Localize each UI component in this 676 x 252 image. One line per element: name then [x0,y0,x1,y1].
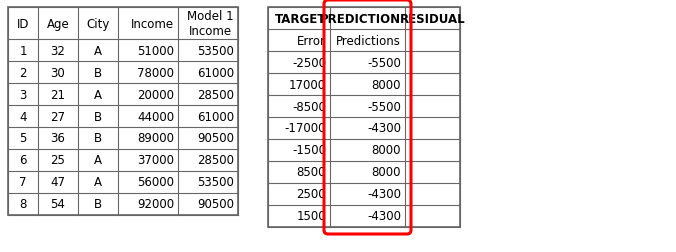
Text: -8500: -8500 [292,100,326,113]
Text: 2500: 2500 [296,188,326,201]
Text: 4: 4 [19,110,27,123]
Text: 28500: 28500 [197,88,234,101]
Text: 36: 36 [51,132,66,145]
Text: 28500: 28500 [197,154,234,167]
Text: 30: 30 [51,66,66,79]
Text: -4300: -4300 [367,122,401,135]
Text: A: A [94,88,102,101]
Text: 25: 25 [51,154,66,167]
Text: 78000: 78000 [137,66,174,79]
Text: 90500: 90500 [197,132,234,145]
Text: 5: 5 [20,132,26,145]
Text: -2500: -2500 [292,56,326,69]
Text: 8500: 8500 [297,166,326,179]
Text: B: B [94,132,102,145]
Text: B: B [94,110,102,123]
Text: 27: 27 [51,110,66,123]
Text: Predictions: Predictions [336,34,401,47]
Text: PREDICTION: PREDICTION [320,12,401,25]
Text: A: A [94,176,102,189]
Text: 6: 6 [19,154,27,167]
Text: -4300: -4300 [367,210,401,223]
Text: -1500: -1500 [292,144,326,157]
Text: Error: Error [297,34,326,47]
Text: 92000: 92000 [137,198,174,211]
Text: -5500: -5500 [367,56,401,69]
Text: 2: 2 [19,66,27,79]
Text: 8: 8 [20,198,26,211]
Text: TARGET: TARGET [274,12,326,25]
Text: 54: 54 [51,198,66,211]
Text: 61000: 61000 [197,110,234,123]
Text: B: B [94,198,102,211]
Text: 44000: 44000 [137,110,174,123]
Text: 17000: 17000 [289,78,326,91]
Text: 90500: 90500 [197,198,234,211]
Text: 7: 7 [19,176,27,189]
Text: Age: Age [47,17,70,30]
Bar [8,8,238,215]
Text: 56000: 56000 [137,176,174,189]
Text: -4300: -4300 [367,188,401,201]
Text: 21: 21 [51,88,66,101]
Text: A: A [94,44,102,57]
Text: Model 1
Income: Model 1 Income [187,10,234,38]
Text: -17000: -17000 [285,122,326,135]
Text: 8000: 8000 [372,78,401,91]
Text: 1500: 1500 [296,210,326,223]
Bar [268,8,460,227]
Text: A: A [94,154,102,167]
Text: 32: 32 [51,44,66,57]
Text: 8000: 8000 [372,166,401,179]
Text: 3: 3 [20,88,26,101]
Text: 53500: 53500 [197,44,234,57]
Text: -5500: -5500 [367,100,401,113]
Text: 61000: 61000 [197,66,234,79]
Text: 1: 1 [19,44,27,57]
Text: 89000: 89000 [137,132,174,145]
Text: RESIDUAL: RESIDUAL [400,12,465,25]
Text: 37000: 37000 [137,154,174,167]
Text: Income: Income [131,17,174,30]
Text: 8000: 8000 [372,144,401,157]
Text: 47: 47 [51,176,66,189]
Text: 51000: 51000 [137,44,174,57]
Text: B: B [94,66,102,79]
Text: 20000: 20000 [137,88,174,101]
Text: 53500: 53500 [197,176,234,189]
Text: City: City [87,17,110,30]
Text: ID: ID [17,17,29,30]
